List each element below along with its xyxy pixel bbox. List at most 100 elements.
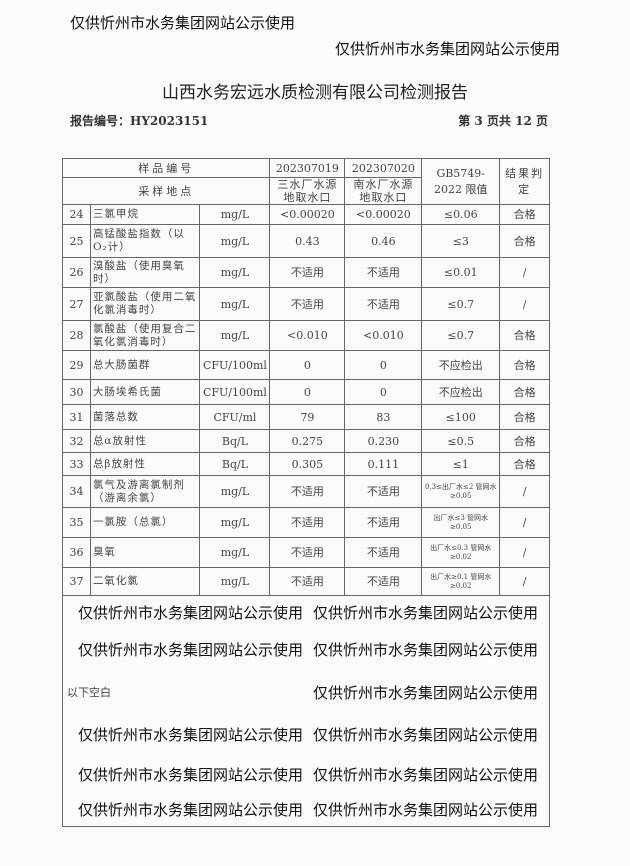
sample1-value: 0 (269, 379, 346, 405)
item-unit: Bq/L (199, 429, 271, 453)
sample1-no: 202307019 (269, 158, 346, 178)
sample2-no: 202307020 (344, 158, 423, 178)
result-value: / (499, 537, 550, 568)
item-unit: mg/L (199, 287, 271, 321)
sample2-value: 0 (344, 350, 423, 380)
limit-value: ≤0.7 (421, 287, 501, 321)
sample1-value: 不适用 (269, 287, 346, 321)
watermark: 仅供忻州市水务集团网站公示使用 (313, 801, 539, 819)
item-number: 35 (62, 507, 91, 538)
item-name: 大肠埃希氏菌 (89, 379, 201, 405)
sample2-value: 0.111 (344, 452, 423, 476)
item-number: 32 (62, 429, 91, 453)
blank-note: 以下空白 (67, 686, 111, 699)
sample1-value: 0.43 (269, 224, 346, 258)
watermark: 仅供忻州市水务集团网站公示使用 (78, 801, 304, 819)
item-name: 臭氧 (89, 537, 201, 568)
limit-value: 出厂水≤3 管网水≥0.05 (421, 507, 501, 538)
sample2-value: 不适用 (344, 507, 423, 538)
limit-value: ≤100 (421, 404, 501, 430)
item-unit: mg/L (199, 224, 271, 258)
sample1-value: 不适用 (269, 257, 346, 288)
item-unit: mg/L (199, 320, 271, 351)
result-value: 合格 (499, 429, 550, 453)
watermark: 仅供忻州市水务集团网站公示使用 (313, 641, 539, 659)
table-row: 29 总大肠菌群 CFU/100ml 0 0 不应检出 合格 (62, 350, 550, 380)
limit-header: GB5749-2022 限值 (421, 158, 501, 205)
limit-value: ≤1 (421, 452, 501, 476)
item-name: 氯酸盐（使用复合二氧化氯消毒时） (89, 320, 201, 351)
item-name: 一氯胺（总氯） (89, 507, 201, 538)
item-number: 28 (62, 320, 91, 351)
item-name: 溴酸盐（使用臭氧时） (89, 257, 201, 288)
result-value: 合格 (499, 350, 550, 380)
page-info: 第 3 页共 12 页 (458, 114, 548, 128)
watermark: 仅供忻州市水务集团网站公示使用 (313, 766, 539, 784)
sample2-value: <0.010 (344, 320, 423, 351)
sample2-value: 83 (344, 404, 423, 430)
sample1-value: 不适用 (269, 537, 346, 568)
sample-loc-label: 采样地点 (61, 177, 271, 205)
item-name: 总大肠菌群 (89, 350, 201, 380)
table-row: 36 臭氧 mg/L 不适用 不适用 出厂水≤0.3 管网水≥0.02/ (62, 537, 550, 568)
watermark: 仅供忻州市水务集团网站公示使用 (313, 604, 539, 622)
limit-value: 0.3≤出厂水≤2 管网水≥0.05 (421, 475, 501, 508)
result-value: 合格 (499, 379, 550, 405)
table-row: 34 氯气及游离氯制剂（游离余氯） mg/L 不适用 不适用 0.3≤出厂水≤2 管网水≥… (62, 475, 550, 508)
item-number: 25 (62, 224, 91, 258)
table-row: 31 菌落总数 CFU/ml 79 83 ≤100 合格 (62, 404, 550, 430)
limit-value: 出厂水≤0.3 管网水≥0.02 (421, 537, 501, 568)
table-row: 33 总β放射性 Bq/L 0.305 0.111 ≤1 合格 (62, 452, 550, 476)
result-value: / (499, 567, 550, 596)
result-value: 合格 (499, 452, 550, 476)
table-row: 32 总α放射性 Bq/L 0.275 0.230 ≤0.5 合格 (62, 429, 550, 453)
item-number: 24 (62, 204, 91, 225)
limit-value: ≤0.7 (421, 320, 501, 351)
watermark: 仅供忻州市水务集团网站公示使用 (78, 766, 304, 784)
sample2-value: 0.230 (344, 429, 423, 453)
sample2-value: 不适用 (344, 257, 423, 288)
item-unit: CFU/ml (199, 404, 271, 430)
item-number: 36 (62, 537, 91, 568)
report-title: 山西水务宏远水质检测有限公司检测报告 (162, 83, 468, 103)
item-name: 总α放射性 (89, 429, 201, 453)
item-number: 34 (62, 475, 91, 508)
table-row: 35 一氯胺（总氯） mg/L 不适用 不适用 出厂水≤3 管网水≥0.05/ (62, 507, 550, 538)
limit-value: 不应检出 (421, 379, 501, 405)
item-unit: mg/L (199, 257, 271, 288)
report-number: 报告编号：HY2023151 (70, 114, 209, 128)
item-name: 高锰酸盐指数（以O₂计） (89, 224, 201, 258)
item-number: 29 (62, 350, 91, 380)
watermark: 仅供忻州市水务集团网站公示使用 (78, 641, 304, 659)
sample1-value: 0 (269, 350, 346, 380)
sample2-value: 0 (344, 379, 423, 405)
result-value: / (499, 507, 550, 538)
limit-value: ≤0.01 (421, 257, 501, 288)
table-row: 27 亚氯酸盐（使用二氧化氯消毒时） mg/L 不适用 不适用 ≤0.7/ (62, 287, 550, 321)
sample2-value: <0.00020 (344, 204, 423, 225)
result-header: 结果判定 (499, 158, 550, 205)
table-row: 28 氯酸盐（使用复合二氧化氯消毒时） mg/L <0.010 <0.010 ≤0.7 合格 (62, 320, 550, 351)
sample1-value: 0.275 (269, 429, 346, 453)
item-number: 31 (62, 404, 91, 430)
result-value: 合格 (499, 404, 550, 430)
watermark: 仅供忻州市水务集团网站公示使用 (313, 684, 539, 702)
sample1-value: 不适用 (269, 507, 346, 538)
item-unit: Bq/L (199, 452, 271, 476)
item-name: 亚氯酸盐（使用二氧化氯消毒时） (89, 287, 201, 321)
item-unit: mg/L (199, 507, 271, 538)
limit-value: ≤0.06 (421, 204, 501, 225)
result-value: / (499, 475, 550, 508)
results-table: 样品编号 202307019 202307020 GB5749-2022 限值 … (61, 158, 550, 827)
result-value: 合格 (499, 224, 550, 258)
watermark: 仅供忻州市水务集团网站公示使用 (78, 726, 304, 744)
sample2-value: 不适用 (344, 537, 423, 568)
limit-value: 不应检出 (421, 350, 501, 380)
table-row: 25 高锰酸盐指数（以O₂计） mg/L 0.43 0.46 ≤3 合格 (62, 224, 550, 258)
table-row: 30 大肠埃希氏菌 CFU/100ml 0 0 不应检出 合格 (62, 379, 550, 405)
watermark: 仅供忻州市水务集团网站公示使用 (335, 40, 561, 58)
watermark: 仅供忻州市水务集团网站公示使用 (313, 726, 539, 744)
result-value: 合格 (499, 204, 550, 225)
item-unit: mg/L (199, 475, 271, 508)
